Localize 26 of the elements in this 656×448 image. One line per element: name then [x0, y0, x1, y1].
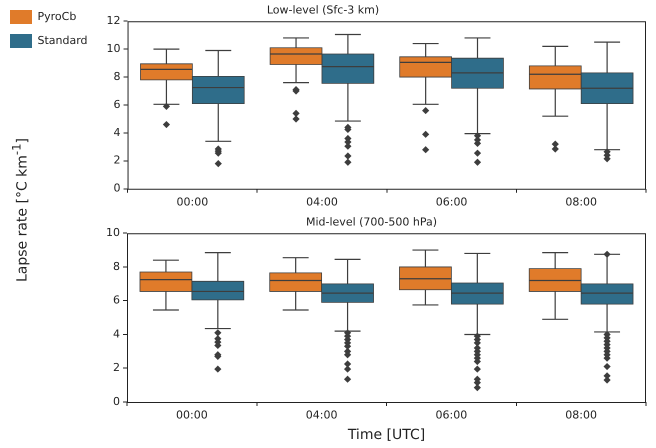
- y-tick-label: 10: [106, 226, 120, 240]
- x-tick-label: 06:00: [436, 408, 468, 422]
- y-tick-label: 6: [113, 294, 120, 307]
- y-tick-label: 4: [113, 327, 120, 340]
- x-tick-label: 04:00: [306, 408, 338, 422]
- x-tick-label: 08:00: [565, 195, 598, 208]
- y-tick-label: 0: [114, 182, 121, 195]
- y-tick-label: 6: [114, 98, 121, 111]
- x-tick-label: 06:00: [436, 195, 468, 208]
- y-tick-label: 8: [113, 260, 120, 273]
- x-tick-label: 04:00: [306, 195, 338, 208]
- y-tick-label: 4: [114, 126, 121, 139]
- y-tick-label: 10: [106, 42, 121, 55]
- x-tick-label: 00:00: [176, 195, 208, 208]
- y-tick-label: 8: [114, 70, 121, 83]
- chart-title: Low-level (Sfc-3 km): [266, 3, 380, 16]
- y-tick-label: 12: [106, 14, 121, 28]
- y-tick-label: 2: [113, 361, 120, 374]
- legend-label: PyroCb: [38, 10, 76, 23]
- y-tick-label: 0: [113, 394, 120, 408]
- y-tick-label: 2: [114, 154, 121, 167]
- legend-label: Standard: [38, 34, 88, 47]
- x-tick-label: 08:00: [565, 408, 597, 422]
- x-tick-label: 00:00: [176, 408, 208, 422]
- chart-title: Mid-level (700-500 hPa): [306, 215, 438, 228]
- x-axis-title: Time [UTC]: [346, 427, 426, 444]
